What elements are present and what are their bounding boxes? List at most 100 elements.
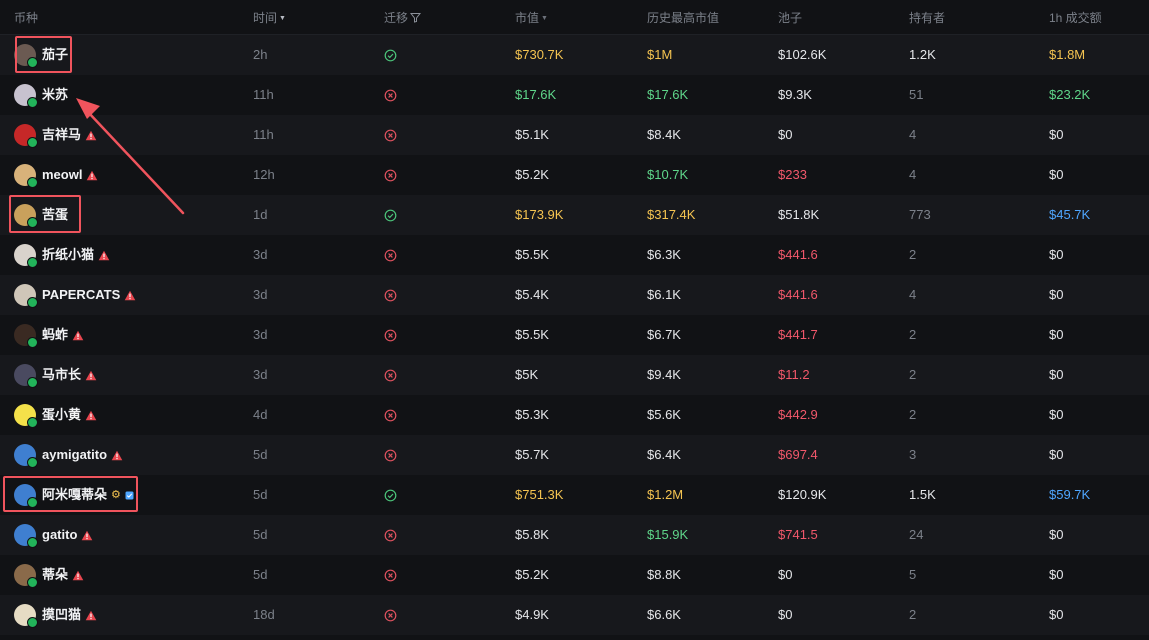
holders-cell: 1.5K <box>909 487 936 502</box>
table-row[interactable]: 茄子 2h $730.7K $1M $102.6K 1.2K $1.8M <box>0 35 1149 75</box>
table-row[interactable]: 摸凹猫 18d $4.9K $6.6K $0 2 $0 <box>0 595 1149 635</box>
market-cap-cell: $5.5K <box>515 327 549 342</box>
coin-cell[interactable]: 马市长 <box>14 355 97 395</box>
sort-desc-icon[interactable]: ▼ <box>279 15 286 22</box>
market-cap-cell: $5K <box>515 367 539 382</box>
filter-icon[interactable] <box>410 12 422 23</box>
coin-cell[interactable]: 吉祥马 <box>14 115 97 155</box>
not-migrated-x-icon <box>384 569 397 582</box>
pool-cell: $441.6 <box>778 287 818 302</box>
not-migrated-x-icon <box>384 289 397 302</box>
coin-cell[interactable]: meowl <box>14 155 98 195</box>
coin-cell[interactable]: gatito <box>14 515 93 555</box>
coin-cell[interactable]: 摸凹猫 <box>14 595 97 635</box>
table-row[interactable]: aymigatito 5d $5.7K $6.4K $697.4 3 $0 <box>0 435 1149 475</box>
coin-cell[interactable]: 米苏 <box>14 75 68 115</box>
market-cap-cell: $5.7K <box>515 447 549 462</box>
header-market-cap[interactable]: 市值 ▼ <box>515 9 548 26</box>
pool-cell: $11.2 <box>778 367 810 382</box>
ath-market-cap-cell: $9.4K <box>647 367 681 382</box>
token-avatar <box>14 164 38 188</box>
table-row[interactable]: meowl 12h $5.2K $10.7K $233 4 $0 <box>0 155 1149 195</box>
time-cell: 5d <box>253 567 268 582</box>
coin-cell[interactable]: 阿米嘎蒂朵 ⚙ <box>14 475 134 515</box>
table-row[interactable]: 米苏 11h $17.6K $17.6K $9.3K 51 $23.2K <box>0 75 1149 115</box>
ath-market-cap-cell: $10.7K <box>647 167 689 182</box>
warning-icon <box>72 330 84 340</box>
table-row[interactable]: 吉祥马 11h $5.1K $8.4K $0 4 $0 <box>0 115 1149 155</box>
table-row[interactable]: 蒂朵 5d $5.2K $8.8K $0 5 $0 <box>0 555 1149 595</box>
chain-badge-icon <box>27 137 38 148</box>
migration-cell <box>384 435 397 475</box>
header-time[interactable]: 时间 ▼ <box>253 9 286 26</box>
migration-cell <box>384 275 397 315</box>
holders-cell: 4 <box>909 127 917 142</box>
market-cap-cell: $17.6K <box>515 87 557 102</box>
time-cell: 3d <box>253 367 268 382</box>
header-migration-label: 迁移 <box>384 11 409 25</box>
chain-badge-icon <box>27 577 38 588</box>
market-cap-cell: $5.2K <box>515 567 549 582</box>
table-row[interactable]: 折纸小猫 3d $5.5K $6.3K $441.6 2 $0 <box>0 235 1149 275</box>
table-row[interactable]: 阿米嘎蒂朵 ⚙ 5d $751.3K $1.2M $120.9K 1.5K $59.7K <box>0 475 1149 515</box>
table-row[interactable]: PAPERCATS 3d $5.4K $6.1K $441.6 4 $0 <box>0 275 1149 315</box>
header-market-cap-label: 市值 <box>515 11 540 25</box>
token-name: 米苏 <box>42 87 69 102</box>
header-migration[interactable]: 迁移 <box>384 9 422 26</box>
coin-cell[interactable]: 蒂朵 <box>14 555 84 595</box>
header-pool: 池子 <box>778 11 803 25</box>
token-avatar <box>14 324 38 348</box>
holders-cell: 2 <box>909 247 917 262</box>
time-cell: 12h <box>253 167 275 182</box>
pool-cell: $102.6K <box>778 47 827 62</box>
ath-market-cap-cell: $1.2M <box>647 487 684 502</box>
time-cell: 1d <box>253 207 268 222</box>
volume-1h-cell: $0 <box>1049 447 1064 462</box>
migration-cell <box>384 315 397 355</box>
migrated-check-icon <box>384 49 397 62</box>
ath-market-cap-cell: $6.6K <box>647 607 681 622</box>
sort-icon[interactable]: ▼ <box>541 15 548 22</box>
ath-market-cap-cell: $1M <box>647 47 673 62</box>
token-avatar <box>14 444 38 468</box>
pool-cell: $442.9 <box>778 407 818 422</box>
coin-cell[interactable]: 蛋小黄 <box>14 395 97 435</box>
header-volume-1h: 1h 成交额 <box>1049 11 1102 25</box>
table-row[interactable]: 马市长 3d $5K $9.4K $11.2 2 $0 <box>0 355 1149 395</box>
table-row[interactable]: 蚂蚱 3d $5.5K $6.7K $441.7 2 $0 <box>0 315 1149 355</box>
migration-cell <box>384 555 397 595</box>
migration-cell <box>384 475 397 515</box>
chain-badge-icon <box>27 217 38 228</box>
table-row[interactable]: 蛋小黄 4d $5.3K $5.6K $442.9 2 $0 <box>0 395 1149 435</box>
holders-cell: 4 <box>909 167 917 182</box>
warning-icon <box>82 530 93 540</box>
token-name: PAPERCATS <box>42 287 121 302</box>
migration-cell <box>384 195 397 235</box>
holders-cell: 2 <box>909 367 917 382</box>
table-row[interactable]: 苦蛋 1d $173.9K $317.4K $51.8K 773 $45.7K <box>0 195 1149 235</box>
migrated-check-icon <box>384 209 397 222</box>
coin-cell[interactable]: aymigatito <box>14 435 123 475</box>
warning-icon <box>85 130 97 140</box>
coin-cell[interactable]: 苦蛋 <box>14 195 68 235</box>
verified-icon <box>125 491 134 499</box>
pool-cell: $51.8K <box>778 207 820 222</box>
holders-cell: 2 <box>909 327 917 342</box>
coin-cell[interactable]: 茄子 <box>14 35 68 75</box>
coin-cell[interactable]: PAPERCATS <box>14 275 136 315</box>
migration-cell <box>384 155 397 195</box>
migration-cell <box>384 115 397 155</box>
holders-cell: 24 <box>909 527 924 542</box>
coin-cell[interactable]: 蚂蚱 <box>14 315 84 355</box>
not-migrated-x-icon <box>384 529 397 542</box>
holders-cell: 51 <box>909 87 924 102</box>
holders-cell: 3 <box>909 447 917 462</box>
token-name: meowl <box>42 167 83 182</box>
ath-market-cap-cell: $6.1K <box>647 287 681 302</box>
chain-badge-icon <box>27 97 38 108</box>
coin-cell[interactable]: 折纸小猫 <box>14 235 110 275</box>
volume-1h-cell: $0 <box>1049 607 1064 622</box>
table-row[interactable]: gatito 5d $5.8K $15.9K $741.5 24 $0 <box>0 515 1149 555</box>
migration-cell <box>384 595 397 635</box>
token-name: aymigatito <box>42 447 108 462</box>
